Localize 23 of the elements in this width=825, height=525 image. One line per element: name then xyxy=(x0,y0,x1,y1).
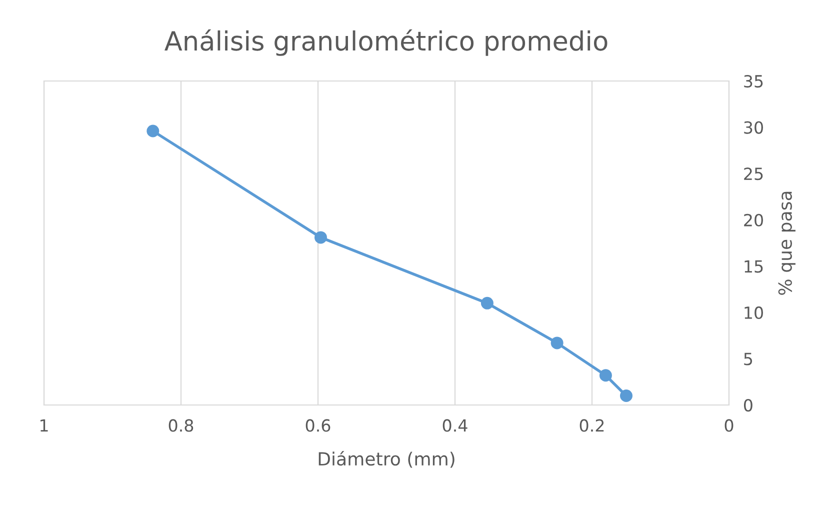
y-axis-title: % que pasa xyxy=(778,192,796,295)
y-tick-label: 0 xyxy=(744,398,752,412)
point xyxy=(480,296,494,310)
x-tick-label: 0.8 xyxy=(168,419,194,432)
y-tick-label: 30 xyxy=(744,121,763,134)
chart-title: Análisis granulométrico promedio xyxy=(164,29,608,56)
y-tick-label: 35 xyxy=(744,74,763,88)
y-tick-label: 15 xyxy=(744,260,763,273)
point xyxy=(599,369,612,382)
x-tick-label: 0 xyxy=(724,419,734,432)
point xyxy=(314,231,327,244)
x-tick-label: 1 xyxy=(40,419,48,432)
y-tick-label: 25 xyxy=(744,168,763,180)
x-tick-label: 0.6 xyxy=(306,419,330,432)
y-tick-label: 20 xyxy=(744,214,763,226)
x-tick-label: 0.2 xyxy=(580,419,604,432)
x-tick-label: 0.4 xyxy=(442,419,468,432)
point xyxy=(146,124,160,138)
y-tick-label: 10 xyxy=(744,306,763,319)
point xyxy=(620,389,632,402)
point xyxy=(550,336,564,350)
y-tick-label: 5 xyxy=(744,352,752,366)
x-axis-title: Diámetro (mm) xyxy=(318,450,454,468)
